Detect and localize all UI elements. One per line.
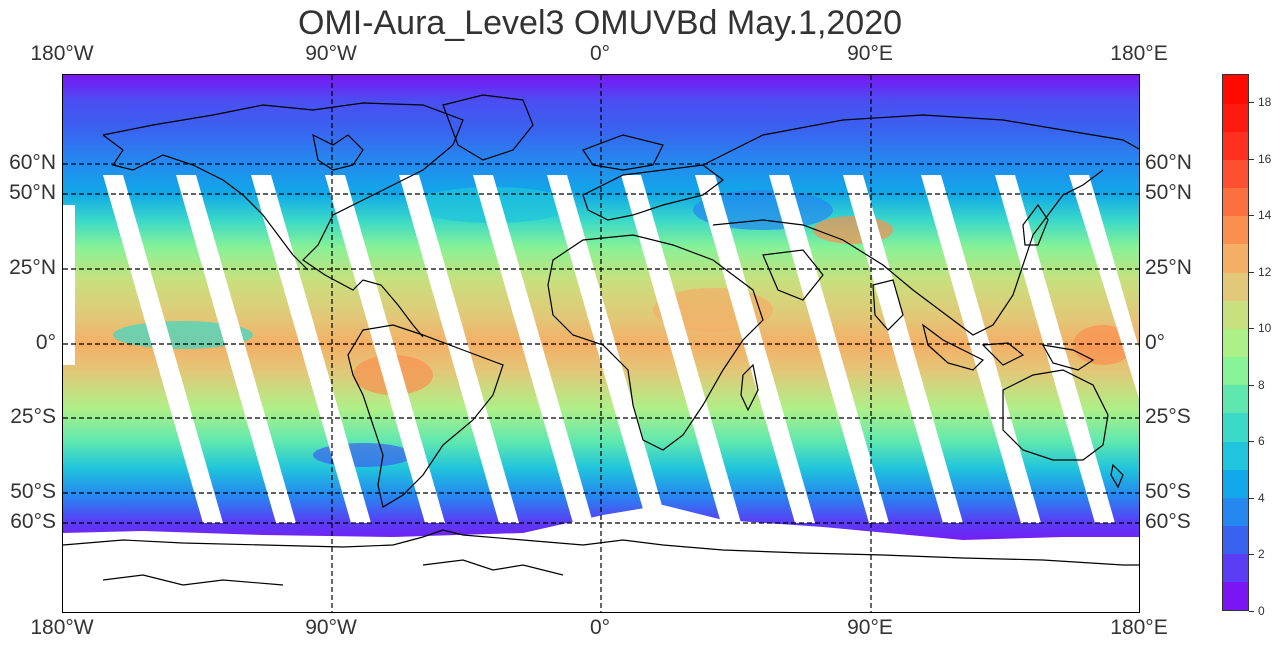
- colorbar-tick: [1249, 611, 1254, 612]
- lon-label-bottom-180w: 180°W: [30, 616, 94, 639]
- colorbar-segment: [1223, 553, 1248, 583]
- colorbar: [1222, 74, 1249, 611]
- lat-label-right-60n: 60°N: [1145, 151, 1192, 174]
- lat-label-left-50n: 50°N: [9, 181, 56, 204]
- lat-label-right-50s: 50°S: [1145, 480, 1191, 503]
- colorbar-segment: [1223, 187, 1248, 217]
- colorbar-tick-label: 14: [1258, 208, 1272, 223]
- colorbar-tick: [1249, 215, 1254, 217]
- colorbar-segment: [1223, 75, 1248, 104]
- lon-label-bottom-90w: 90°W: [305, 616, 357, 639]
- lat-label-left-60n: 60°N: [9, 151, 56, 174]
- colorbar-tick-label: 12: [1258, 264, 1272, 279]
- colorbar-tick-label: 0: [1258, 604, 1265, 618]
- colorbar-tick-label: 4: [1258, 490, 1265, 505]
- colorbar-segment: [1223, 159, 1248, 189]
- page-title: OMI-Aura_Level3 OMUVBd May.1,2020: [297, 4, 903, 42]
- lat-label-right-25n: 25°N: [1145, 256, 1192, 279]
- colorbar-segment: [1223, 356, 1248, 386]
- colorbar-segment: [1223, 469, 1248, 498]
- colorbar-tick: [1249, 158, 1254, 160]
- colorbar-tick: [1249, 554, 1254, 556]
- lon-label-top-90w: 90°W: [305, 42, 357, 65]
- lon-label-top-0: 0°: [589, 42, 611, 65]
- gridlines: [63, 75, 1139, 612]
- lon-label-bottom-180e: 180°E: [1110, 616, 1168, 639]
- colorbar-tick: [1249, 328, 1254, 330]
- lat-label-left-50s: 50°S: [10, 480, 56, 503]
- lon-label-bottom-0: 0°: [589, 616, 611, 639]
- colorbar-segment: [1223, 384, 1248, 414]
- colorbar-segment: [1223, 272, 1248, 301]
- colorbar-segment: [1223, 581, 1248, 611]
- lat-label-right-60s: 60°S: [1145, 510, 1191, 533]
- colorbar-segment: [1223, 131, 1248, 160]
- lat-label-left-25s: 25°S: [10, 405, 56, 428]
- colorbar-segment: [1223, 215, 1248, 245]
- map-frame: [62, 74, 1140, 613]
- lon-label-top-90e: 90°E: [847, 42, 893, 65]
- lat-label-left-60s: 60°S: [10, 510, 56, 533]
- colorbar-tick-label: 16: [1258, 151, 1272, 166]
- colorbar-tick-label: 6: [1258, 434, 1265, 449]
- colorbar-segment: [1223, 103, 1248, 132]
- colorbar-tick-label: 18: [1258, 95, 1272, 110]
- colorbar-tick: [1249, 102, 1254, 104]
- colorbar-tick: [1249, 271, 1254, 273]
- lon-label-top-180e: 180°E: [1110, 42, 1168, 65]
- colorbar-tick: [1249, 441, 1254, 443]
- lat-label-left-0: 0°: [35, 331, 56, 354]
- colorbar-tick-label: 2: [1258, 547, 1265, 562]
- colorbar-segment: [1223, 328, 1248, 358]
- lon-label-bottom-90e: 90°E: [847, 616, 893, 639]
- coastlines: [63, 94, 1139, 586]
- colorbar-segment: [1223, 243, 1248, 273]
- colorbar-segment: [1223, 525, 1248, 555]
- colorbar-segment: [1223, 441, 1248, 470]
- colorbar-tick-label: 8: [1258, 377, 1265, 392]
- data-gaps: [63, 175, 1139, 523]
- lat-label-right-25s: 25°S: [1145, 405, 1191, 428]
- uv-index-map: [63, 75, 1139, 612]
- colorbar-segment: [1223, 412, 1248, 442]
- colorbar-tick: [1249, 497, 1254, 499]
- colorbar-tick: [1249, 384, 1254, 386]
- colorbar-segment: [1223, 300, 1248, 329]
- lat-label-left-25n: 25°N: [9, 256, 56, 279]
- colorbar-tick-label: 10: [1258, 321, 1272, 336]
- lon-label-top-180w: 180°W: [30, 42, 94, 65]
- colorbar-segment: [1223, 497, 1248, 527]
- lat-label-right-50n: 50°N: [1145, 181, 1192, 204]
- lat-label-right-0: 0°: [1145, 331, 1166, 354]
